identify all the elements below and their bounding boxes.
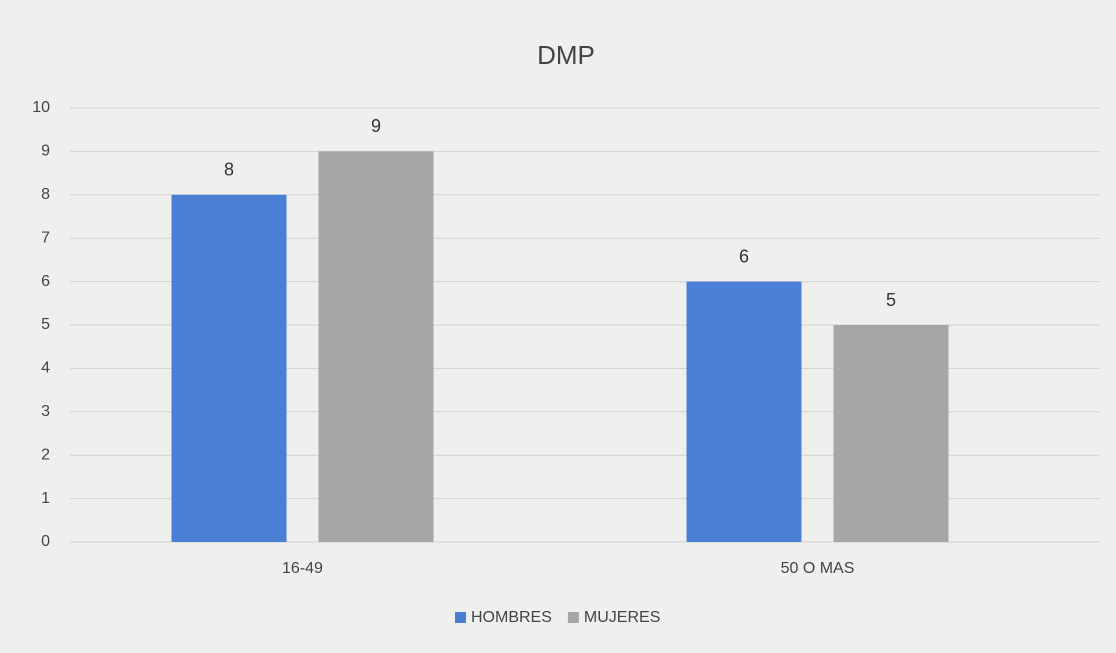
data-label: 8 xyxy=(224,160,234,180)
y-tick-label: 2 xyxy=(41,446,50,463)
bar xyxy=(833,325,949,542)
y-tick-label: 5 xyxy=(41,316,50,333)
y-tick-label: 9 xyxy=(41,143,50,160)
legend-swatch xyxy=(455,612,466,623)
data-label: 5 xyxy=(886,290,896,310)
x-tick-label: 50 O MAS xyxy=(781,560,855,577)
y-tick-label: 7 xyxy=(41,229,50,246)
y-tick-label: 10 xyxy=(32,99,50,116)
legend-label: HOMBRES xyxy=(471,609,552,626)
bar xyxy=(318,151,434,542)
y-tick-label: 8 xyxy=(41,186,50,203)
legend-label: MUJERES xyxy=(584,609,660,626)
bar xyxy=(171,194,287,543)
bar xyxy=(686,281,802,542)
legend-swatch xyxy=(567,612,579,623)
y-tick-label: 3 xyxy=(41,403,50,420)
y-tick-label: 4 xyxy=(41,360,50,377)
y-tick-label: 1 xyxy=(41,490,50,507)
chart-title: DMP xyxy=(537,40,595,70)
data-label: 9 xyxy=(371,116,381,136)
x-tick-label: 16-49 xyxy=(282,560,323,577)
y-tick-label: 0 xyxy=(41,533,50,550)
data-label: 6 xyxy=(739,246,749,266)
y-tick-label: 6 xyxy=(41,273,50,290)
